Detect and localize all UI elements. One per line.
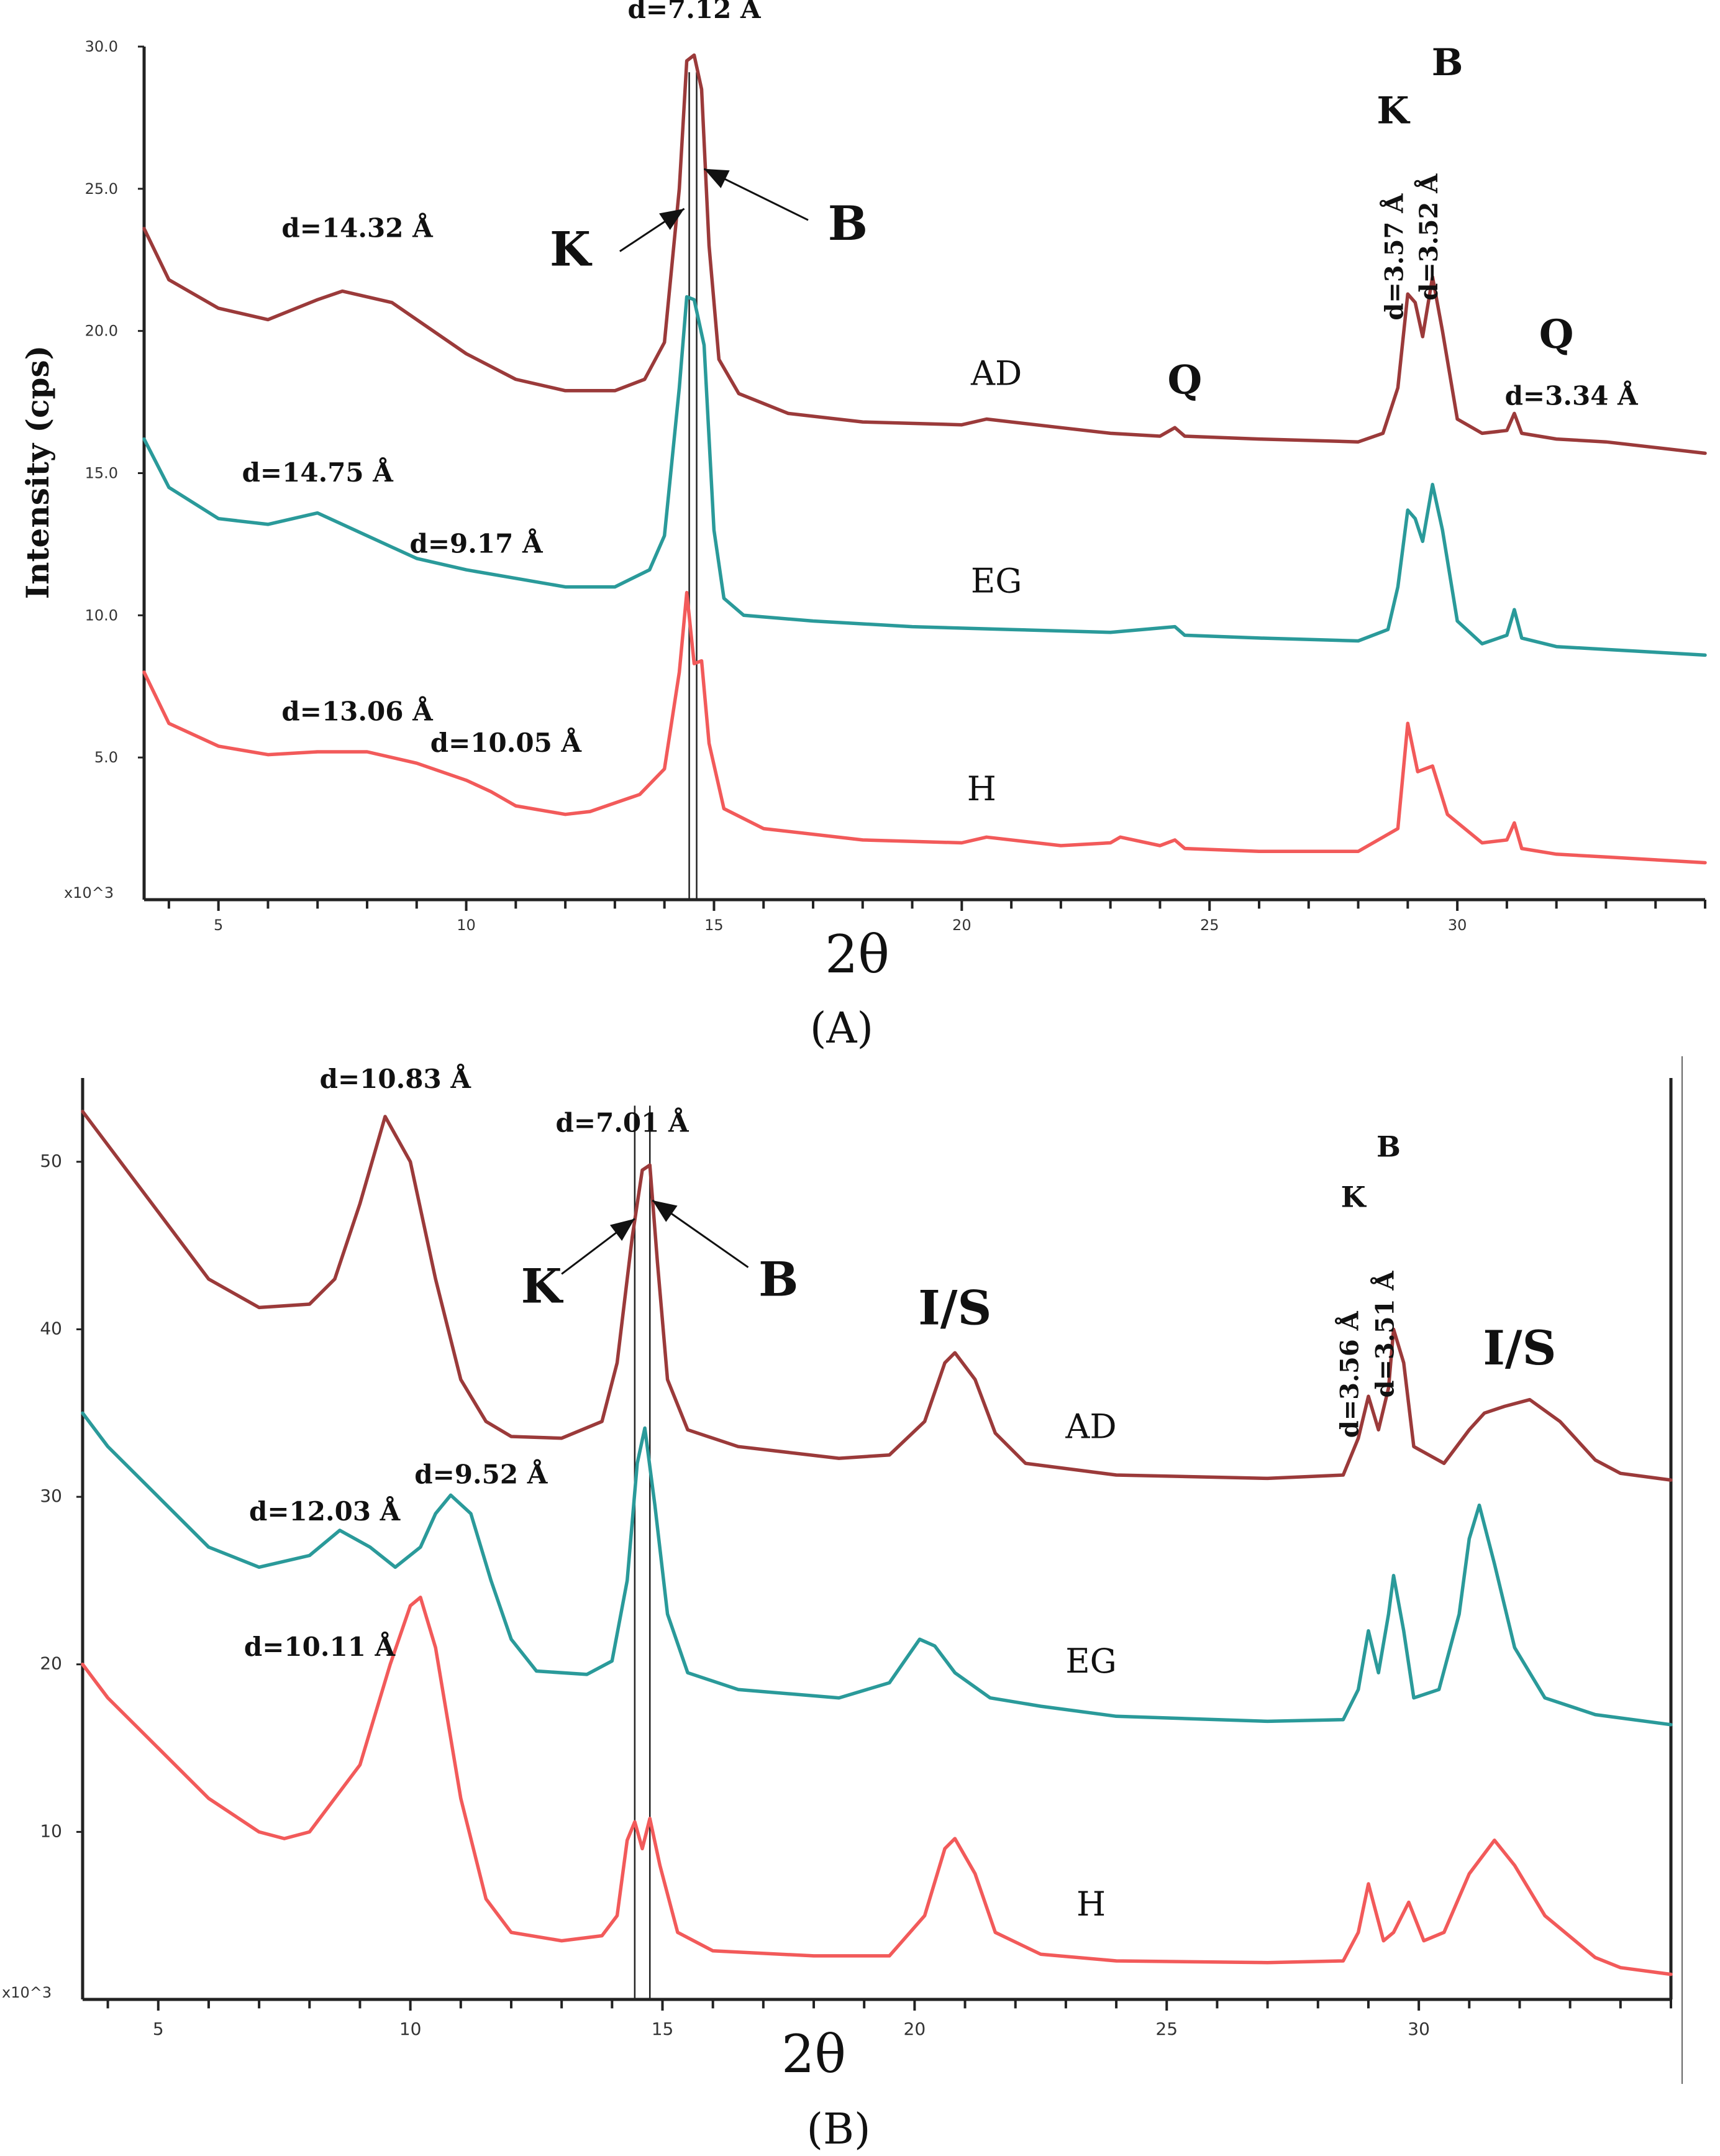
panel-b-rotated-annotation: d=3.56 Å <box>1336 1310 1365 1438</box>
panel-b-annotation: K <box>521 1258 564 1313</box>
panel-a-x-axis-label: 2θ <box>825 924 890 985</box>
panel-a-rotated-annotation: d=3.57 Å <box>1380 193 1409 321</box>
panel-a-y-tick-label: 10.0 <box>85 606 118 624</box>
panel-b-arrow-head <box>652 1200 678 1222</box>
panel-a-y-tick-label: 25.0 <box>85 180 118 198</box>
panel-a-annotation: d=13.06 Å <box>281 696 434 727</box>
panel-a-annotation: d=10.05 Å <box>430 727 583 758</box>
panel-b-y-tick-label: 30 <box>40 1486 62 1506</box>
panel-b-annotation: I/S <box>1483 1320 1556 1376</box>
panel-b-series-label-ad: AD <box>1065 1407 1116 1446</box>
panel-b: 5 10 15 20 25 30 10 20 30 40 50 AD EG H d=10.83 Å d=7… <box>2 1056 1683 2154</box>
panel-b-y-tick-label: 40 <box>40 1318 62 1338</box>
panel-b-x-tick-label: 20 <box>904 2019 926 2039</box>
panel-b-annotation: d=9.52 Å <box>414 1459 548 1490</box>
panel-a-series-label-h: H <box>967 769 996 808</box>
panel-a-arrow-head <box>659 208 685 231</box>
panel-a-annotation: B <box>828 196 868 251</box>
panel-a-y-axis-label: Intensity (cps) <box>19 345 56 600</box>
panel-a-annotation: d=14.32 Å <box>281 212 434 244</box>
panel-b-scale-label: x10^3 <box>2 1984 52 2001</box>
panel-a-rotated-annotation: d=3.52 Å <box>1414 173 1444 301</box>
panel-b-x-tick-label: 30 <box>1408 2019 1430 2039</box>
panel-b-axes <box>81 1056 1683 2084</box>
panel-a-series-label-ad: AD <box>970 354 1022 393</box>
panel-b-annotation: I/S <box>918 1280 991 1335</box>
panel-b-ticks: 5 10 15 20 25 30 10 20 30 40 50 <box>40 1151 1672 2039</box>
panel-a-x-tick-label: 5 <box>214 916 223 934</box>
panel-b-annotation: B <box>1376 1130 1401 1164</box>
panel-a-annotation: K <box>550 221 593 276</box>
panel-a-y-tick-label: 5.0 <box>94 749 118 766</box>
panel-b-rotated-annotation: d=3.51 Å <box>1371 1271 1400 1398</box>
panel-a-series-ad-line <box>142 53 1707 455</box>
panel-a-annotation: Q <box>1167 357 1202 403</box>
panel-a-scale-label: x10^3 <box>64 884 114 902</box>
panel-b-x-tick-label: 15 <box>652 2019 674 2039</box>
panel-a-annotation: d=3.34 Å <box>1505 380 1639 411</box>
panel-a-annotations: d=7.12 Å d=14.32 Å d=14.75 Å d=9.17 Å d=13.0… <box>242 0 1639 758</box>
panel-a-caption: (A) <box>810 1004 873 1053</box>
panel-b-y-tick-label: 20 <box>40 1653 62 1674</box>
panel-a-annotation: Q <box>1539 311 1574 358</box>
panel-a-annotation: d=7.12 Å <box>628 0 762 24</box>
panel-b-y-tick-label: 50 <box>40 1151 62 1171</box>
panel-b-x-tick-label: 10 <box>399 2019 422 2039</box>
panel-b-series-h-line <box>81 1596 1673 1976</box>
panel-a-reference-lines <box>688 72 698 900</box>
panel-a-annotation: d=14.75 Å <box>242 457 394 488</box>
panel-b-annotation: d=10.11 Å <box>244 1631 396 1662</box>
panel-b-annotation: K <box>1341 1181 1367 1214</box>
panel-b-x-axis-label: 2θ <box>781 2024 846 2085</box>
panel-b-series-label-eg: EG <box>1065 1642 1117 1681</box>
panel-a-ticks: 5 10 15 20 25 30 5.0 10.0 15.0 20.0 25.0 30.0 <box>85 38 1706 934</box>
panel-b-annotation: d=7.01 Å <box>556 1107 689 1138</box>
panel-a-y-tick-label: 15.0 <box>85 465 118 482</box>
panel-a-y-tick-label: 20.0 <box>85 322 118 340</box>
panel-b-series-ad-line <box>81 1110 1673 1482</box>
panel-a-series: AD EG H <box>142 53 1707 865</box>
panel-b-y-tick-label: 10 <box>40 1820 62 1841</box>
panel-a-annotation: d=9.17 Å <box>409 528 543 559</box>
panel-b-reference-lines <box>634 1105 651 1999</box>
panel-a-x-tick-label: 15 <box>704 916 724 934</box>
panel-a-x-tick-label: 10 <box>457 916 476 934</box>
panel-a: 5 10 15 20 25 30 5.0 10.0 15.0 20.0 25.0 30.0 AD EG H… <box>19 0 1707 1053</box>
panel-b-series: AD EG H <box>81 1110 1673 1976</box>
panel-a-x-tick-label: 20 <box>952 916 971 934</box>
panel-a-x-tick-label: 25 <box>1200 916 1219 934</box>
panel-b-series-label-h: H <box>1076 1884 1106 1924</box>
panel-a-x-tick-label: 30 <box>1448 916 1467 934</box>
panel-b-annotation: B <box>758 1252 798 1307</box>
panel-b-annotation: d=10.83 Å <box>320 1063 472 1094</box>
panel-b-caption: (B) <box>806 2105 870 2154</box>
panel-a-annotation: K <box>1376 89 1410 133</box>
panel-a-y-tick-label: 30.0 <box>85 38 118 55</box>
panel-a-annotation: B <box>1432 41 1463 85</box>
panel-b-annotation: d=12.03 Å <box>249 1496 401 1527</box>
panel-b-x-tick-label: 25 <box>1155 2019 1178 2039</box>
panel-a-series-eg-line <box>142 295 1707 657</box>
panel-b-annotations: d=10.83 Å d=7.01 Å d=12.03 Å d=9.52 Å d=10.1… <box>244 1063 1557 1662</box>
panel-b-x-tick-label: 5 <box>153 2019 164 2039</box>
panel-b-arrow-head <box>609 1218 635 1241</box>
panel-b-series-eg-line <box>81 1411 1673 1727</box>
panel-a-series-h-line <box>142 590 1707 865</box>
panel-a-series-label-eg: EG <box>971 562 1022 601</box>
panel-a-arrow-head <box>704 168 730 188</box>
